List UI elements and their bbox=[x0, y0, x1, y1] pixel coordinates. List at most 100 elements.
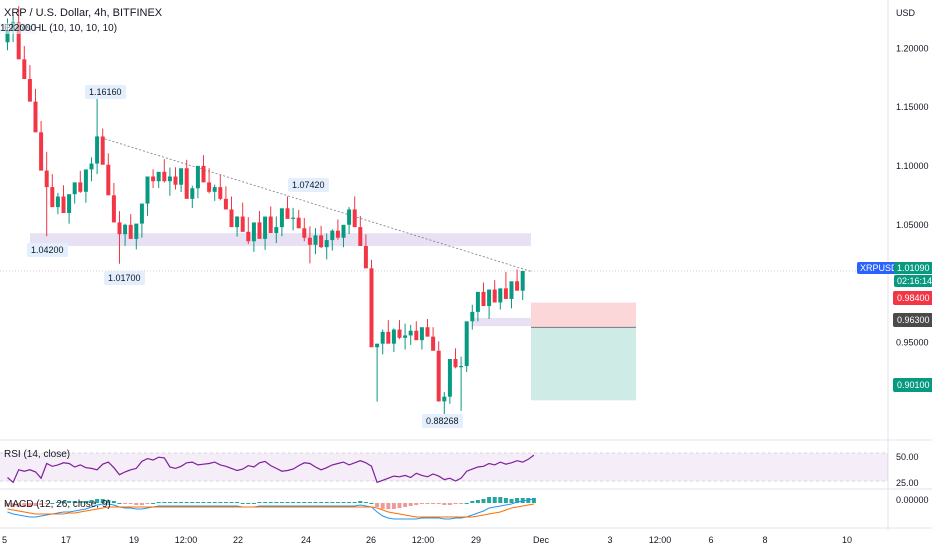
macd-histogram-bar bbox=[498, 497, 503, 503]
candle-countdown-tag: 02:16:14 bbox=[894, 275, 932, 287]
candle-body bbox=[95, 136, 100, 164]
candle-body bbox=[515, 281, 520, 291]
symbol-name-badge[interactable]: XRPUSD bbox=[857, 262, 901, 274]
candle-body bbox=[369, 268, 374, 348]
macd-histogram-bar bbox=[515, 498, 520, 503]
candle-body bbox=[492, 289, 497, 303]
macd-histogram-bar bbox=[291, 502, 296, 503]
macd-histogram-bar bbox=[487, 497, 492, 503]
macd-histogram-bar bbox=[78, 501, 83, 503]
macd-histogram-bar bbox=[95, 499, 100, 503]
macd-histogram-bar bbox=[464, 503, 469, 504]
candle-body bbox=[44, 170, 49, 188]
macd-histogram-bar bbox=[251, 503, 256, 504]
candle-body bbox=[313, 235, 318, 245]
candle-body bbox=[464, 321, 469, 367]
currency-label[interactable]: USD bbox=[896, 8, 916, 18]
macd-histogram-bar bbox=[453, 503, 458, 504]
candle-body bbox=[324, 240, 329, 248]
candle-body bbox=[498, 288, 503, 303]
macd-histogram-bar bbox=[11, 503, 16, 507]
macd-histogram-bar bbox=[481, 499, 486, 503]
candle-body bbox=[296, 217, 301, 229]
candle-body bbox=[453, 358, 458, 368]
macd-label[interactable]: MACD (12, 26, close, 9) bbox=[4, 499, 111, 510]
candle-body bbox=[414, 330, 419, 341]
candle-body bbox=[285, 208, 290, 219]
macd-histogram-bar bbox=[459, 503, 464, 504]
candle-body bbox=[302, 228, 307, 238]
macd-histogram-bar bbox=[307, 502, 312, 503]
candle-body bbox=[235, 216, 240, 228]
candle-body bbox=[123, 224, 128, 235]
candle-body bbox=[481, 291, 486, 307]
time-axis-tick: 19 bbox=[129, 535, 139, 545]
macd-histogram-bar bbox=[408, 503, 413, 506]
rsi-label[interactable]: RSI (14, close) bbox=[4, 449, 71, 460]
macd-histogram-bar bbox=[223, 502, 228, 503]
candle-body bbox=[128, 224, 133, 239]
entry-zone bbox=[472, 317, 531, 327]
candle-body bbox=[100, 136, 105, 165]
candle-body bbox=[503, 288, 508, 299]
candle-body bbox=[117, 222, 122, 235]
macd-histogram-bar bbox=[285, 502, 290, 503]
pivot-label-top: 1.22000 bbox=[0, 23, 37, 34]
macd-histogram-bar bbox=[470, 501, 475, 503]
candle-body bbox=[375, 343, 380, 348]
macd-histogram-bar bbox=[268, 502, 273, 503]
macd-histogram-bar bbox=[123, 503, 128, 504]
macd-histogram-bar bbox=[341, 502, 346, 503]
macd-histogram-bar bbox=[330, 502, 335, 503]
macd-histogram-bar bbox=[72, 501, 77, 503]
macd-histogram-bar bbox=[509, 499, 514, 503]
symbol-title[interactable]: XRP / U.S. Dollar, 4h, BITFINEX bbox=[4, 7, 163, 19]
macd-signal-line bbox=[7, 503, 534, 518]
macd-histogram-bar bbox=[414, 503, 419, 505]
candle-body bbox=[201, 165, 206, 183]
time-axis-tick: 22 bbox=[233, 535, 243, 545]
candle-body bbox=[425, 327, 430, 337]
candle-body bbox=[240, 216, 245, 232]
macd-histogram-bar bbox=[117, 503, 122, 504]
candle-body bbox=[431, 336, 436, 351]
candle-body bbox=[347, 209, 352, 225]
candle-body bbox=[72, 182, 77, 195]
macd-histogram-bar bbox=[313, 502, 318, 503]
macd-histogram-bar bbox=[358, 501, 363, 503]
candle-body bbox=[291, 217, 296, 219]
candle-body bbox=[279, 208, 284, 228]
candle-body bbox=[67, 194, 72, 213]
macd-histogram-bar bbox=[212, 502, 217, 503]
rsi-tick-50: 50.00 bbox=[896, 452, 919, 462]
candle-body bbox=[167, 176, 172, 182]
macd-histogram-bar bbox=[274, 502, 279, 503]
pivot-high-label-1: 1.16160 bbox=[85, 85, 126, 99]
candle-body bbox=[55, 196, 60, 208]
candle-body bbox=[179, 168, 184, 185]
candle-body bbox=[442, 396, 447, 402]
macd-histogram-bar bbox=[179, 502, 184, 503]
time-axis-tick: 8 bbox=[762, 535, 767, 545]
stop-loss-price-tag: 0.98400 bbox=[893, 291, 932, 305]
candle-body bbox=[156, 171, 161, 182]
macd-histogram-bar bbox=[375, 503, 380, 507]
macd-histogram-bar bbox=[319, 502, 324, 503]
candle-body bbox=[223, 198, 228, 210]
macd-histogram-bar bbox=[246, 503, 251, 504]
macd-histogram-bar bbox=[100, 499, 105, 503]
macd-histogram-bar bbox=[207, 502, 212, 503]
candle-body bbox=[39, 132, 44, 171]
candle-body bbox=[380, 331, 385, 344]
time-axis-tick: 12:00 bbox=[412, 535, 435, 545]
candle-body bbox=[319, 235, 324, 248]
macd-histogram-bar bbox=[106, 500, 111, 503]
macd-histogram-bar bbox=[111, 501, 116, 503]
macd-histogram-bar bbox=[347, 502, 352, 503]
candle-body bbox=[397, 329, 402, 338]
macd-histogram-bar bbox=[240, 503, 245, 504]
pivots-indicator-label[interactable]: Pivots HL (10, 10, 10, 10) bbox=[4, 23, 118, 34]
candle-body bbox=[274, 227, 279, 234]
macd-histogram-bar bbox=[27, 503, 32, 507]
